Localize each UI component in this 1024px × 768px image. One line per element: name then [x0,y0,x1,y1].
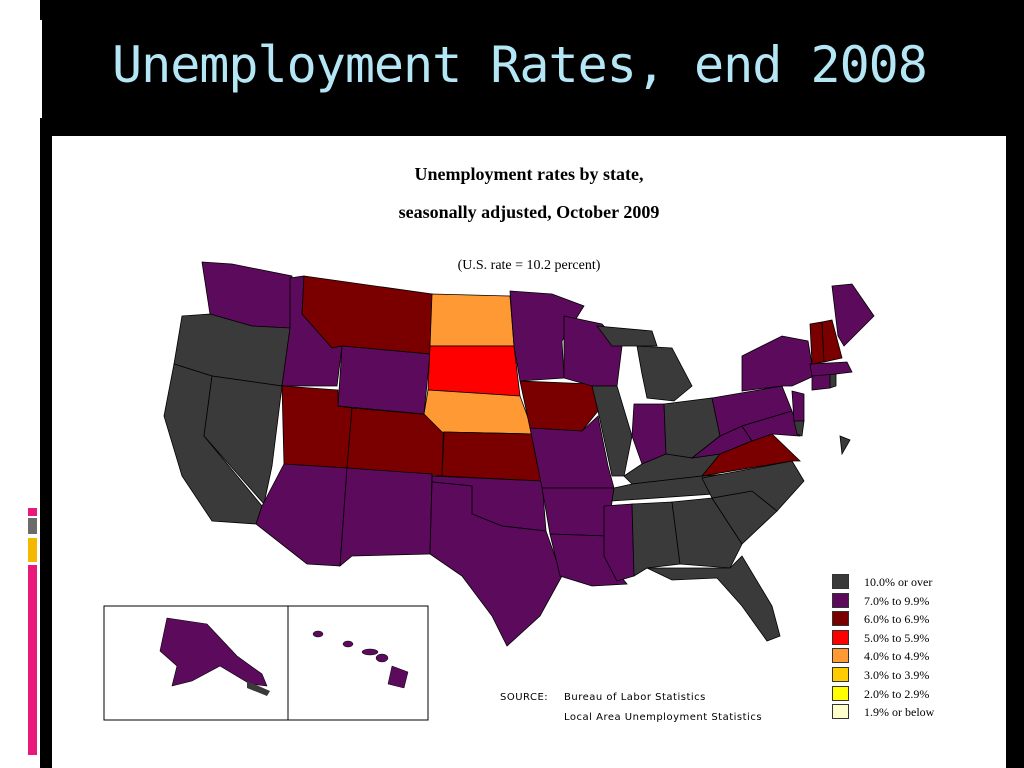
map-title-line1: Unemployment rates by state, [414,164,644,184]
state-MN [509,290,585,382]
state-VT [809,321,825,365]
legend-swatch [832,629,849,645]
slide-title: Unemployment Rates, end 2008 [112,36,928,94]
legend-label: 3.0% to 3.9% [864,667,930,682]
state-MA [809,361,853,377]
side-bar-yellow [28,538,37,562]
state-NY [741,335,815,392]
legend-swatch [832,666,849,682]
legend-swatch [832,611,849,627]
legend-label: 2.0% to 2.9% [864,686,930,701]
state-HI-big-island [387,665,409,689]
state-AZ [255,463,348,567]
state-TX [429,481,563,647]
legend-swatch [832,685,849,701]
side-bar-pink-long [28,565,37,755]
state-AK [159,617,268,687]
state-SD [427,345,521,397]
state-NE [423,389,535,435]
state-GA [671,497,743,569]
state-NM [339,467,433,567]
state-WI [563,315,623,387]
map-title-line2: seasonally adjusted, October 2009 [398,202,660,222]
source-line1: Bureau of Labor Statistics [564,692,706,703]
decorative-stripes [21,20,43,118]
state-MD [741,410,801,442]
state-CT [811,373,831,391]
state-MS [603,503,635,582]
map-figure: Unemployment rates by state, seasonally … [52,136,1006,768]
legend-label: 5.0% to 5.9% [864,630,930,645]
state-NJ [791,390,805,422]
legend-label: 1.9% or below [864,705,935,720]
state-AR [541,487,615,537]
legend-label: 10.0% or over [864,575,933,589]
source-line2: Local Area Unemployment Statistics [564,712,763,723]
legend-swatch [832,704,849,720]
legend-swatch [832,592,849,608]
state-FL [646,555,781,642]
state-AL [631,501,681,577]
state-WY [337,345,431,415]
state-MI-upper [596,325,658,347]
legend-swatch [832,648,849,664]
state-HI-oahu [342,640,354,648]
us-state-map [103,261,875,721]
state-NH [821,319,843,363]
state-KS [441,431,543,482]
state-IA [519,380,599,432]
state-AK-panhandle [247,681,270,696]
state-ME [831,283,875,347]
side-bar-pink-top [28,508,37,516]
state-DC [839,435,851,456]
state-DE [793,420,805,437]
state-ND [429,293,515,347]
side-bar-gray [28,518,37,534]
state-MI [636,345,693,402]
state-HI-maui [375,653,389,663]
state-RI [829,373,837,389]
source-label: SOURCE: [500,692,549,703]
state-HI-molokai [361,648,379,656]
legend-label: 4.0% to 4.9% [864,649,930,664]
legend-swatch [832,574,849,589]
map-note: (U.S. rate = 10.2 percent) [457,258,601,273]
inset-hawaii-box [287,605,429,721]
state-IN [631,403,667,465]
state-NV [203,375,283,505]
state-HI-kauai [312,630,324,638]
legend-label: 6.0% to 6.9% [864,612,930,627]
legend-label: 7.0% to 9.9% [864,593,930,608]
